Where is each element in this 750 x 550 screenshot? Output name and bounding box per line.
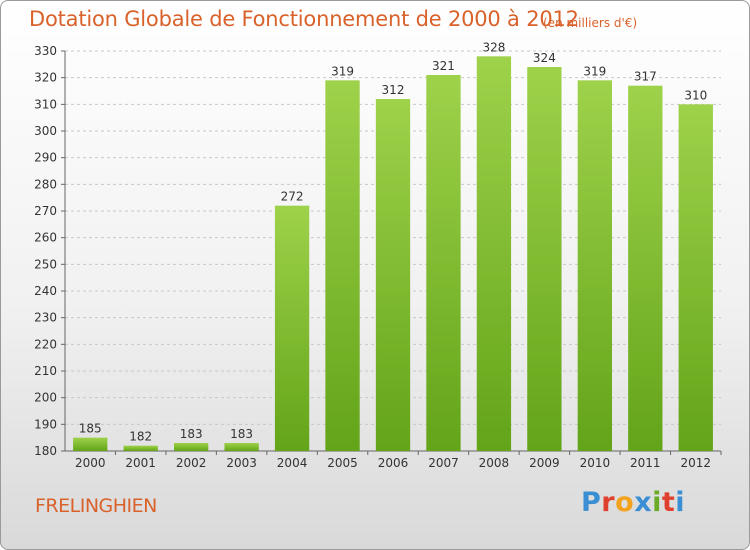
x-tick-label-2001: 2001	[125, 456, 156, 470]
bar-2009	[527, 67, 562, 451]
chart-title: Dotation Globale de Fonctionnement de 20…	[29, 7, 579, 31]
y-tick-label: 180	[34, 444, 57, 458]
logo-letter: i	[675, 487, 686, 518]
y-tick-label: 280	[34, 177, 57, 191]
value-label-2005: 319	[331, 64, 354, 78]
x-tick-label-2008: 2008	[479, 456, 510, 470]
x-tick-label-2000: 2000	[75, 456, 106, 470]
x-tick-label-2004: 2004	[277, 456, 308, 470]
bar-2012	[678, 104, 713, 451]
bar-2005	[325, 80, 360, 451]
y-tick-label: 190	[34, 417, 57, 431]
value-label-2012: 310	[684, 88, 707, 102]
proxiti-logo[interactable]: Proxiti	[581, 487, 685, 518]
y-tick-label: 270	[34, 204, 57, 218]
value-label-2006: 312	[382, 83, 405, 97]
bar-2008	[476, 56, 512, 451]
y-tick-label: 300	[34, 124, 57, 138]
y-tick-label: 210	[34, 364, 57, 378]
y-tick-label: 310	[34, 97, 57, 111]
y-tick-label: 240	[34, 284, 57, 298]
x-tick-label-2005: 2005	[327, 456, 358, 470]
y-tick-label: 260	[34, 231, 57, 245]
y-tick-label: 330	[34, 44, 57, 58]
logo-letter: t	[661, 487, 676, 518]
bar-2000	[73, 437, 108, 451]
bar-2006	[375, 99, 411, 451]
x-tick-label-2012: 2012	[680, 456, 711, 470]
bar-2004	[274, 205, 310, 451]
x-tick-label-2003: 2003	[226, 456, 257, 470]
x-tick-label-2006: 2006	[378, 456, 409, 470]
y-tick-label: 290	[34, 151, 57, 165]
logo-letter: x	[634, 487, 653, 518]
value-label-2002: 183	[180, 427, 203, 441]
y-tick-label: 230	[34, 311, 57, 325]
value-label-2010: 319	[583, 64, 606, 78]
y-tick-label: 200	[34, 391, 57, 405]
bar-2001	[123, 445, 158, 451]
commune-name: FRELINGHIEN	[35, 495, 157, 517]
logo-letter: r	[601, 487, 616, 518]
x-tick-label-2010: 2010	[580, 456, 611, 470]
y-tick-label: 220	[34, 337, 57, 351]
bar-2011	[628, 85, 663, 452]
value-label-2000: 185	[79, 422, 102, 436]
value-label-2008: 328	[482, 40, 505, 54]
value-label-2001: 182	[129, 430, 152, 444]
logo-letter: i	[652, 487, 662, 518]
logo-letter: P	[581, 487, 602, 518]
value-label-2003: 183	[230, 427, 253, 441]
y-tick-label: 250	[34, 257, 57, 271]
value-label-2004: 272	[281, 190, 304, 204]
bar-2010	[577, 80, 613, 451]
bar-2002	[173, 443, 209, 451]
bar-2007	[426, 75, 461, 451]
y-tick-label: 320	[34, 71, 57, 85]
x-tick-label-2007: 2007	[428, 456, 459, 470]
x-tick-label-2009: 2009	[529, 456, 560, 470]
value-label-2011: 317	[634, 70, 657, 84]
logo-letter: o	[615, 487, 635, 518]
chart-subtitle: (en milliers d'€)	[543, 16, 638, 30]
x-tick-label-2002: 2002	[176, 456, 207, 470]
value-label-2007: 321	[432, 59, 455, 73]
value-label-2009: 324	[533, 51, 556, 65]
x-tick-label-2011: 2011	[630, 456, 661, 470]
bar-2003	[224, 443, 259, 451]
